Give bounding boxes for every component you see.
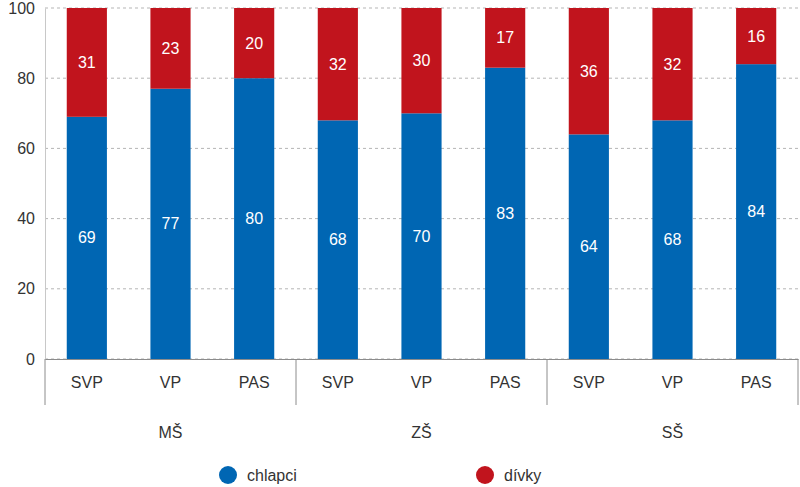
x-tick: SVP <box>322 374 354 391</box>
bar <box>150 8 190 89</box>
bar <box>67 117 107 359</box>
x-tick-label: PAS <box>741 374 772 391</box>
bar <box>736 8 776 64</box>
x-tick: VP <box>411 374 432 391</box>
y-axis-line <box>45 9 46 360</box>
data-label: 31 <box>78 54 96 71</box>
legend-label: chlapci <box>247 467 297 484</box>
group-separator <box>45 359 46 405</box>
y-tick: 80 <box>17 70 45 87</box>
data-label: 32 <box>329 56 347 73</box>
x-tick-label: VP <box>160 374 181 391</box>
bar <box>736 64 776 359</box>
bar <box>401 8 441 113</box>
y-tick-label: 60 <box>17 140 35 157</box>
y-tick: 40 <box>17 210 45 227</box>
bar <box>569 134 609 359</box>
bar <box>652 8 692 120</box>
y-tick: 20 <box>17 280 45 297</box>
data-label: 70 <box>413 228 431 245</box>
x-axis: SVP VP PAS SVP VP PAS SVP VP PAS <box>46 360 799 392</box>
x-tick: PAS <box>741 374 772 391</box>
grid <box>45 8 798 359</box>
data-label: 30 <box>413 52 431 69</box>
bar <box>150 89 190 359</box>
bar <box>234 8 274 78</box>
y-tick: 60 <box>17 140 45 157</box>
data-label: 83 <box>496 205 514 222</box>
bar <box>401 113 441 359</box>
groups: MŠ ZŠ SŠ <box>45 359 798 441</box>
x-tick: PAS <box>239 374 270 391</box>
bar <box>569 8 609 134</box>
data-label: 17 <box>496 29 514 46</box>
bar <box>318 8 358 120</box>
group-separator <box>798 359 799 405</box>
y-tick-label: 0 <box>26 351 35 368</box>
group-separator <box>547 359 548 405</box>
y-tick: 100 <box>8 0 45 17</box>
x-tick-label: VP <box>411 374 432 391</box>
legend-label: dívky <box>504 467 541 484</box>
group-label: MŠ <box>159 423 183 441</box>
x-tick: SVP <box>573 374 605 391</box>
data-label: 64 <box>580 238 598 255</box>
data-label: 84 <box>747 203 765 220</box>
x-tick: PAS <box>490 374 521 391</box>
y-tick-label: 80 <box>17 70 35 87</box>
legend: chlapci dívky <box>219 466 541 484</box>
group-separator <box>296 359 297 405</box>
bar <box>234 78 274 359</box>
x-tick: VP <box>662 374 683 391</box>
x-tick: VP <box>160 374 181 391</box>
data-label: 32 <box>664 56 682 73</box>
data-labels: 69 31 77 23 80 20 68 32 70 30 83 17 64 36 68 32 84 16 <box>78 28 765 256</box>
x-tick-label: VP <box>662 374 683 391</box>
bar <box>67 8 107 117</box>
data-label: 23 <box>162 40 180 57</box>
bar <box>485 8 525 68</box>
x-tick-label: SVP <box>573 374 605 391</box>
group-label: SŠ <box>662 423 683 441</box>
chart: 69 31 77 23 80 20 68 32 70 30 83 17 64 36 68 32 84 16 0 20 4… <box>0 0 800 487</box>
y-tick-label: 100 <box>8 0 35 17</box>
data-label: 69 <box>78 229 96 246</box>
data-label: 20 <box>245 35 263 52</box>
legend-swatch <box>476 466 494 484</box>
x-tick: SVP <box>71 374 103 391</box>
x-axis-line <box>46 359 799 360</box>
group-label: ZŠ <box>411 423 431 441</box>
x-tick-label: PAS <box>239 374 270 391</box>
bars <box>67 8 776 359</box>
data-label: 68 <box>664 231 682 248</box>
legend-swatch <box>219 466 237 484</box>
y-tick-label: 40 <box>17 210 35 227</box>
bar <box>318 120 358 359</box>
y-tick: 0 <box>26 351 45 368</box>
x-tick-label: SVP <box>322 374 354 391</box>
data-label: 16 <box>747 28 765 45</box>
bar <box>652 120 692 359</box>
x-tick-label: PAS <box>490 374 521 391</box>
x-tick-label: SVP <box>71 374 103 391</box>
y-axis: 0 20 40 60 80 100 <box>8 0 45 368</box>
bar <box>485 68 525 359</box>
data-label: 80 <box>245 210 263 227</box>
data-label: 68 <box>329 231 347 248</box>
data-label: 77 <box>162 215 180 232</box>
y-tick-label: 20 <box>17 280 35 297</box>
data-label: 36 <box>580 63 598 80</box>
